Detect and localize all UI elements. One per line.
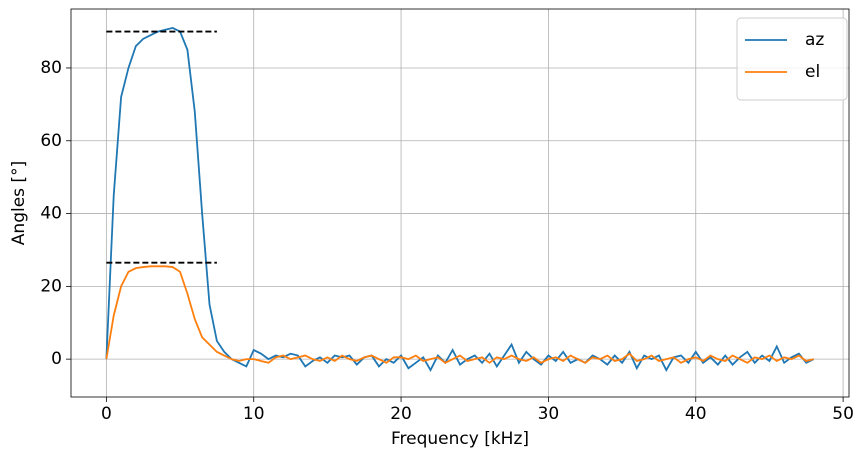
x-tick-label: 20 <box>390 404 412 424</box>
y-tick-label: 40 <box>40 204 62 224</box>
y-axis-label: Angles [°] <box>9 161 29 245</box>
data-line <box>105 26 815 372</box>
x-axis-label: Frequency [kHz] <box>391 429 529 449</box>
legend-label: el <box>805 62 820 82</box>
legend-label: az <box>805 30 824 50</box>
y-tick-label: 80 <box>40 58 62 78</box>
x-tick-label: 30 <box>538 404 560 424</box>
x-tick-label: 50 <box>832 404 854 424</box>
y-tick-label: 60 <box>40 131 62 151</box>
x-tick-label: 0 <box>101 404 112 424</box>
x-tick-label: 10 <box>243 404 265 424</box>
plot-frame <box>70 8 850 398</box>
y-tick-label: 20 <box>40 276 62 296</box>
data-line <box>105 265 814 364</box>
y-tick-label: 0 <box>51 349 62 369</box>
legend-box <box>736 17 848 101</box>
x-tick-label: 40 <box>685 404 707 424</box>
